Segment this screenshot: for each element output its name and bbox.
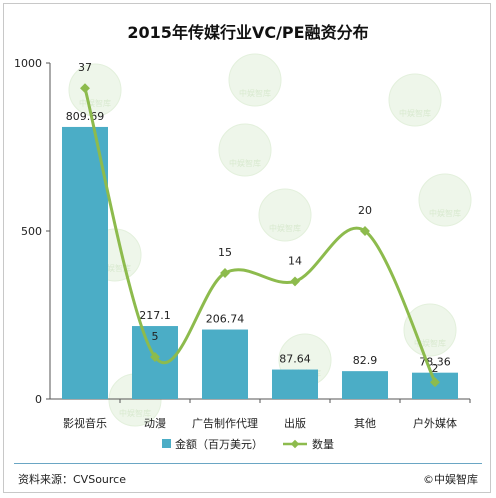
line-point — [430, 377, 440, 388]
bar — [62, 126, 108, 400]
line-data-label: 15 — [218, 246, 232, 259]
watermark-text: 中娱智库 — [239, 88, 271, 98]
line-point — [80, 83, 90, 94]
legend-line-label: 数量 — [312, 438, 334, 451]
watermark-text: 中娱智库 — [79, 98, 111, 108]
bar-data-label: 87.64 — [279, 353, 311, 366]
line-data-label: 2 — [432, 362, 439, 375]
watermark-text: 中娱智库 — [269, 223, 301, 233]
bar-data-label: 206.74 — [206, 313, 245, 326]
y-tick-label: 500 — [21, 225, 42, 238]
bar — [272, 369, 318, 399]
bar-data-label: 809.69 — [66, 110, 105, 123]
watermark-text: 中娱智库 — [99, 263, 131, 273]
watermark-text: 中娱智库 — [429, 208, 461, 218]
chart-title: 2015年传媒行业VC/PE融资分布 — [127, 23, 369, 42]
line-data-label: 20 — [358, 204, 372, 217]
bar-data-label: 82.9 — [353, 354, 378, 367]
brand-credit: ©中娱智库 — [423, 473, 478, 486]
x-tick-label: 动漫 — [144, 416, 166, 430]
bar — [342, 371, 388, 399]
line-point — [150, 352, 160, 362]
source-note: 资料来源：CVSource — [18, 473, 126, 486]
line-point — [220, 268, 230, 278]
x-tick-label: 户外媒体 — [413, 416, 457, 430]
watermark-text: 中娱智库 — [414, 338, 446, 348]
line-point — [360, 226, 370, 236]
bar — [132, 326, 178, 399]
watermark-logo-icon — [68, 63, 122, 117]
watermark-text: 中娱智库 — [399, 108, 431, 118]
watermark-logo-icon — [258, 188, 312, 242]
bar-data-label: 217.1 — [139, 309, 171, 322]
watermark-logo-icon — [228, 53, 282, 107]
bar — [202, 329, 248, 399]
x-tick-label: 其他 — [354, 417, 376, 430]
legend-bar-label: 金额（百万美元） — [175, 437, 263, 451]
line-data-label: 14 — [288, 254, 302, 267]
watermark-logo-icon — [403, 303, 457, 357]
watermark-logo-icon — [218, 123, 272, 177]
line-point — [290, 276, 300, 287]
line-data-label: 5 — [152, 330, 159, 343]
legend-bar-swatch — [162, 439, 171, 448]
watermark-text: 中娱智库 — [229, 158, 261, 168]
watermark-logo-icon — [388, 73, 442, 127]
y-tick-label: 1000 — [14, 57, 42, 70]
watermark-text: 中娱智库 — [119, 408, 151, 418]
watermark-logo-icon — [418, 173, 472, 227]
footer-separator — [14, 463, 482, 464]
x-tick-label: 出版 — [284, 416, 306, 430]
line-data-label: 37 — [78, 61, 92, 74]
series-line-count — [83, 87, 437, 383]
y-tick-label: 0 — [35, 393, 42, 406]
legend-line-marker — [290, 439, 300, 449]
x-tick-label: 影视音乐 — [63, 416, 107, 430]
x-tick-label: 广告制作代理 — [192, 417, 258, 430]
